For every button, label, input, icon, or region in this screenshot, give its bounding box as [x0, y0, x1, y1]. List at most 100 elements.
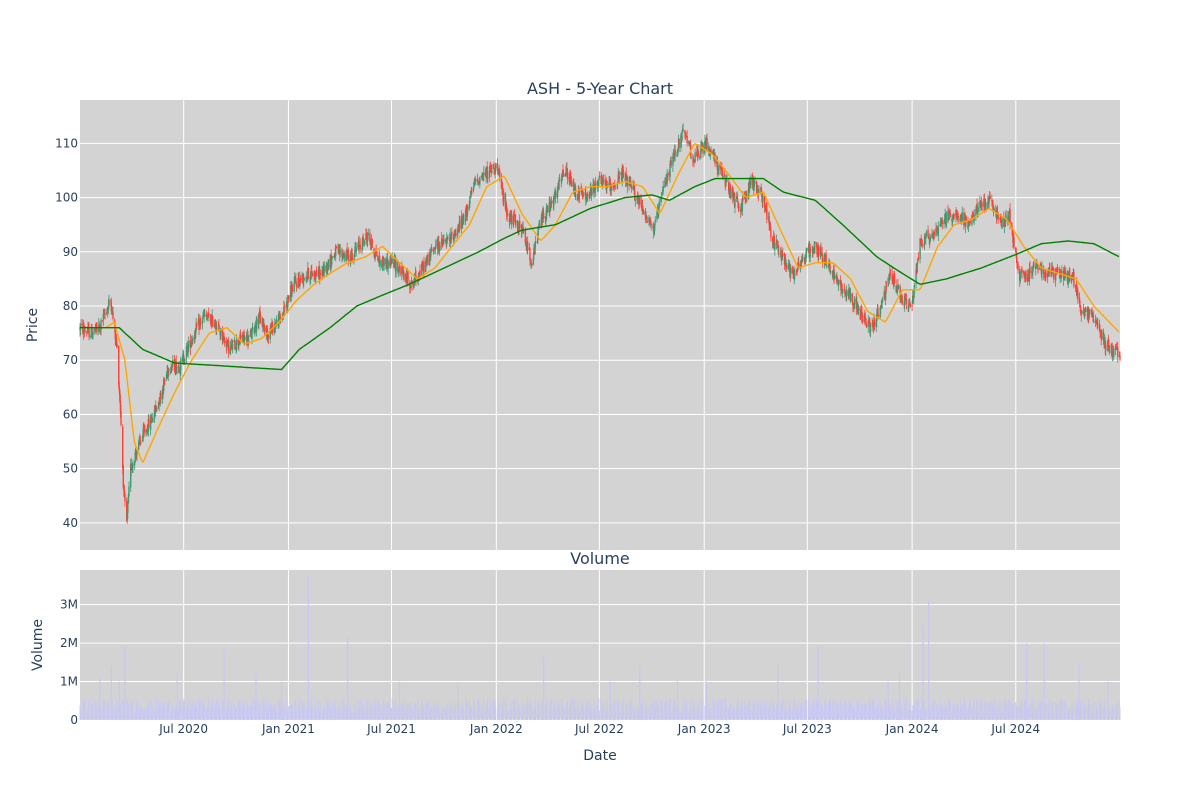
candle-body — [316, 270, 317, 276]
candle-body — [192, 338, 193, 341]
candle-body — [296, 284, 297, 287]
candle-body — [1085, 309, 1086, 312]
candle-body — [587, 194, 588, 195]
candle-body — [814, 242, 815, 253]
candle-body — [567, 171, 568, 178]
volume-bar-302 — [320, 703, 321, 720]
candle-body — [320, 273, 321, 275]
candle-body — [502, 188, 503, 190]
candle-body — [954, 214, 955, 215]
volume-bar-442 — [432, 708, 433, 720]
candle-body — [387, 260, 388, 269]
volume-bar-732 — [663, 711, 664, 720]
candle-body — [674, 150, 675, 155]
candle-body — [802, 257, 803, 258]
candle-167 — [212, 315, 213, 327]
volume-bar-482 — [463, 711, 464, 720]
volume-bar-872 — [774, 709, 775, 720]
volume-bar-62 — [129, 709, 130, 720]
candle-body — [160, 393, 161, 399]
candle-body — [204, 314, 205, 316]
candle-body — [410, 286, 411, 289]
candle-body — [655, 220, 656, 222]
volume-bar-432 — [424, 705, 425, 720]
volume-bar-22 — [97, 707, 98, 720]
candle-body — [383, 259, 384, 266]
volume-bar-477 — [459, 708, 460, 720]
candle-body — [123, 466, 124, 487]
candle-body — [104, 313, 105, 314]
candle-body — [100, 320, 101, 330]
candle-body — [371, 238, 372, 247]
candle-body — [360, 245, 361, 249]
candle-1022 — [894, 271, 895, 284]
volume-bar-437 — [428, 700, 429, 720]
candle-body — [640, 197, 641, 204]
volume-bar-812 — [727, 708, 728, 720]
volume-bar-947 — [834, 712, 835, 720]
candle-body — [631, 185, 632, 188]
volume-bar-827 — [739, 707, 740, 720]
candle-body — [236, 340, 237, 350]
volume-bar-742 — [671, 712, 672, 720]
volume-bar-707 — [643, 704, 644, 720]
candle-body — [188, 341, 189, 347]
candle-body — [838, 280, 839, 286]
candle-body — [228, 341, 229, 353]
candle-body — [395, 262, 396, 271]
candle-body — [284, 308, 285, 309]
candle-body — [730, 188, 731, 197]
candle-body — [176, 367, 177, 374]
candle-body — [248, 337, 249, 342]
volume-bar-852 — [758, 702, 759, 720]
volume-bar-952 — [838, 705, 839, 720]
candle-body — [451, 232, 452, 234]
volume-bar-517 — [491, 700, 492, 720]
volume-bar-907 — [802, 706, 803, 720]
candle-body — [950, 213, 951, 217]
candle-body — [208, 313, 209, 316]
candle-body — [523, 231, 524, 232]
candle-body — [196, 325, 197, 327]
volume-bar-1017 — [890, 706, 891, 720]
candle-body — [1097, 323, 1098, 324]
candle-body — [531, 263, 532, 267]
candle-body — [431, 249, 432, 250]
candle-body — [886, 286, 887, 287]
volume-bar-637 — [587, 702, 588, 720]
volume-bar-322 — [336, 709, 337, 720]
volume-bar-207 — [244, 708, 245, 720]
candle-body — [427, 254, 428, 265]
candle-body — [619, 177, 620, 179]
volume-bar-362 — [368, 712, 369, 720]
volume-bar-12 — [89, 710, 90, 720]
volume-bar-712 — [647, 708, 648, 720]
volume-bar-312 — [328, 704, 329, 720]
volume-bar-602 — [559, 707, 560, 720]
candle-367 — [371, 238, 372, 248]
candle-body — [535, 241, 536, 242]
candle-body — [834, 276, 835, 279]
volume-bar-167 — [212, 698, 213, 720]
candle-body — [663, 186, 664, 191]
volume-bar-67 — [133, 702, 134, 720]
volume-bar-1012 — [886, 705, 887, 720]
candle-922 — [814, 241, 815, 253]
candle-body — [1009, 209, 1010, 223]
volume-bar-272 — [296, 708, 297, 720]
volume-bar-37 — [109, 705, 110, 720]
candle-body — [324, 266, 325, 273]
candle-body — [112, 312, 113, 318]
candle-body — [1061, 270, 1062, 272]
candle-body — [930, 236, 931, 241]
candle-body — [260, 315, 261, 323]
candle-body — [810, 249, 811, 251]
candle-body — [407, 272, 408, 280]
volume-bar-1002 — [878, 699, 879, 720]
volume-bar-357 — [364, 712, 365, 720]
candle-body — [922, 244, 923, 245]
candle-body — [487, 177, 488, 178]
volume-bar-392 — [392, 698, 393, 720]
candle-body — [977, 207, 978, 211]
